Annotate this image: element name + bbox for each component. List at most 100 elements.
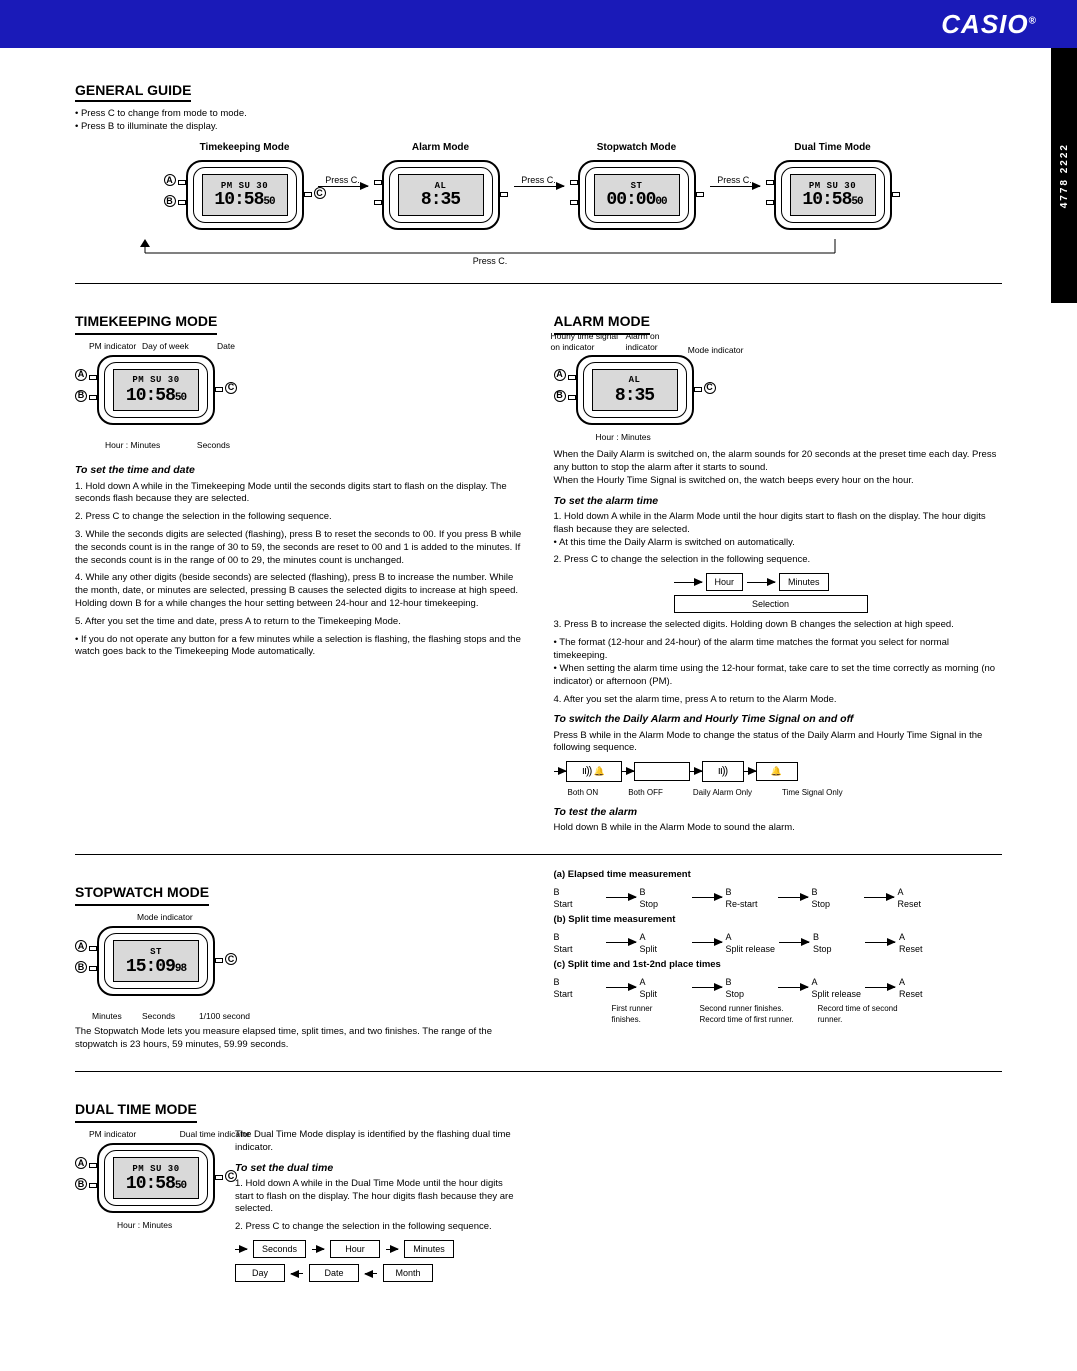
watch-alarm: AL 8:35 <box>576 355 694 425</box>
mode-row: Timekeeping Mode A B C PM SU 30 10:5850 … <box>75 142 1002 241</box>
al-step-2: 2. Press C to change the selection in th… <box>554 554 1003 567</box>
alarm-intro: When the Daily Alarm is switched on, the… <box>554 449 1003 487</box>
arrow-icon <box>386 1249 398 1250</box>
arrow-icon <box>235 1249 247 1250</box>
alarm-test-h: To test the alarm <box>554 805 1003 819</box>
sw-c-1: Split <box>640 989 658 999</box>
arrow-icon <box>865 942 895 943</box>
alarm-indicator-flow: ıı)) 🔔 ıı)) 🔔 <box>554 761 1003 782</box>
btn-b-icon: B <box>75 390 87 402</box>
sw-c-note-1: Second runner finishes. Record time of f… <box>700 1004 800 1026</box>
watch-dt-sec: 50 <box>175 1180 186 1192</box>
watch-tk-sec: 50 <box>175 392 186 404</box>
sidebar-tab: 4778 2222 <box>1051 48 1077 303</box>
dt-seq-4: Date <box>309 1264 359 1282</box>
btn-a-icon: A <box>75 369 87 381</box>
watch-main-2: 00:00 <box>606 190 655 210</box>
callout-sig: Hourly time signal on indicator <box>551 331 621 354</box>
ind-lbl-1: Both OFF <box>628 788 663 799</box>
tk-step-6: • If you do not operate any button for a… <box>75 634 524 660</box>
col-stopwatch-right: (a) Elapsed time measurement BStart BSto… <box>554 869 1003 1057</box>
col-alarm: ALARM MODE A B C Hourly time signal on i… <box>554 298 1003 840</box>
btn-c-icon: C <box>225 1170 237 1182</box>
mode-label-0: Timekeeping Mode <box>186 142 304 153</box>
al-step-4: 4. After you set the alarm time, press A… <box>554 694 1003 707</box>
flow-minutes: Minutes <box>779 573 829 591</box>
callout-dt-hm: Hour : Minutes <box>117 1220 172 1231</box>
btn-c-icon: C <box>225 953 237 965</box>
tk-step-5: 5. After you set the time and date, pres… <box>75 616 524 629</box>
mode-label-1: Alarm Mode <box>382 142 500 153</box>
watch-face-1: AL 8:35 <box>382 160 500 230</box>
sw-a-1: Stop <box>640 899 659 909</box>
watch-al-main: 8:35 <box>615 386 654 406</box>
watch-main-1: 8:35 <box>421 190 460 210</box>
watch-face-0: PM SU 30 10:5850 <box>186 160 304 230</box>
tk-step-2: 2. Press C to change the selection in th… <box>75 511 524 524</box>
sw-b-3: Stop <box>813 944 832 954</box>
col-dualtime: DUAL TIME MODE A B C PM indicator Dual t… <box>75 1086 524 1282</box>
btn-b-icon: B <box>75 1178 87 1190</box>
separator <box>75 854 1002 855</box>
arrow-icon <box>690 771 702 772</box>
press-c-loop: Press C. <box>473 256 508 266</box>
btn-a-icon: A <box>75 1157 87 1169</box>
sw-ops-c-label: (c) Split time and 1st-2nd place times <box>554 959 1003 972</box>
arrow-icon <box>692 942 722 943</box>
watch-sec-0: 50 <box>263 196 274 208</box>
section-timekeeping-header: TIMEKEEPING MODE <box>75 312 217 335</box>
al-step-3b: • The format (12-hour and 24-hour) of th… <box>554 637 1003 688</box>
callout-dow: Day of week <box>142 341 189 352</box>
callout-al: Alarm on indicator <box>626 331 686 354</box>
brand-logo: CASIO® <box>941 9 1037 40</box>
callout-sec: Seconds <box>197 440 230 451</box>
arrow-icon <box>865 987 895 988</box>
press-c-0: Press C. <box>325 175 360 185</box>
btn-b-icon: B <box>164 195 176 207</box>
press-c-2: Press C. <box>717 175 752 185</box>
arrow-icon <box>692 897 722 898</box>
btn-c-icon: C <box>225 382 237 394</box>
arrow-icon <box>606 987 636 988</box>
mode-alarm: Alarm Mode AL 8:35 <box>382 142 500 241</box>
sw-b-2: Split release <box>726 944 776 954</box>
watch-sec-3: 50 <box>851 196 862 208</box>
sw-b-0: Start <box>554 944 573 954</box>
sw-a-0: Start <box>554 899 573 909</box>
al-step-3: 3. Press B to increase the selected digi… <box>554 619 1003 632</box>
al-step-1: 1. Hold down A while in the Alarm Mode u… <box>554 511 1003 549</box>
dt-flow-2: Day Date Month <box>235 1264 524 1282</box>
arrow-icon <box>318 186 368 187</box>
separator <box>75 283 1002 284</box>
sw-c-0: Start <box>554 989 573 999</box>
arrow-icon <box>778 987 808 988</box>
separator <box>75 1071 1002 1072</box>
watch-tk: PM SU 30 10:5850 <box>97 355 215 425</box>
arrow-icon <box>692 987 722 988</box>
arrow-icon <box>514 186 564 187</box>
col-stopwatch-left: STOPWATCH MODE A B C Mode indicator Minu… <box>75 869 524 1057</box>
sw-ops-a-label: (a) Elapsed time measurement <box>554 869 1003 882</box>
general-intro: • Press C to change from mode to mode. •… <box>75 108 1002 134</box>
ind-both-on: ıı)) 🔔 <box>566 761 622 782</box>
arrow-icon <box>710 186 760 187</box>
sw-c-2: Stop <box>726 989 745 999</box>
mode-dualtime: Dual Time Mode PM SU 30 10:5850 <box>774 142 892 241</box>
brand-text: CASIO <box>941 9 1028 39</box>
arrow-icon <box>864 897 894 898</box>
sw-ops-c: BStart ASplit BStop ASplit release ARese… <box>554 976 1003 1000</box>
callout-sw-hs: 1/100 second <box>199 1011 250 1022</box>
watch-tk-main: 10:58 <box>126 386 175 406</box>
ind-both-off <box>634 762 690 780</box>
press-c-1: Press C. <box>521 175 556 185</box>
tk-step-3: 3. While the seconds digits are selected… <box>75 529 524 567</box>
alarm-onoff-text: Press B while in the Alarm Mode to chang… <box>554 730 1003 756</box>
alarm-test-text: Hold down B while in the Alarm Mode to s… <box>554 822 1003 835</box>
callout-pm: PM indicator <box>89 341 136 352</box>
btn-b-icon: B <box>75 961 87 973</box>
dt-flow: Seconds Hour Minutes <box>235 1240 524 1258</box>
watch-sec-2: 00 <box>655 196 666 208</box>
ind-alarm-only: ıı)) <box>702 761 744 782</box>
registered-mark: ® <box>1029 15 1037 26</box>
sw-a-2: Re-start <box>726 899 758 909</box>
